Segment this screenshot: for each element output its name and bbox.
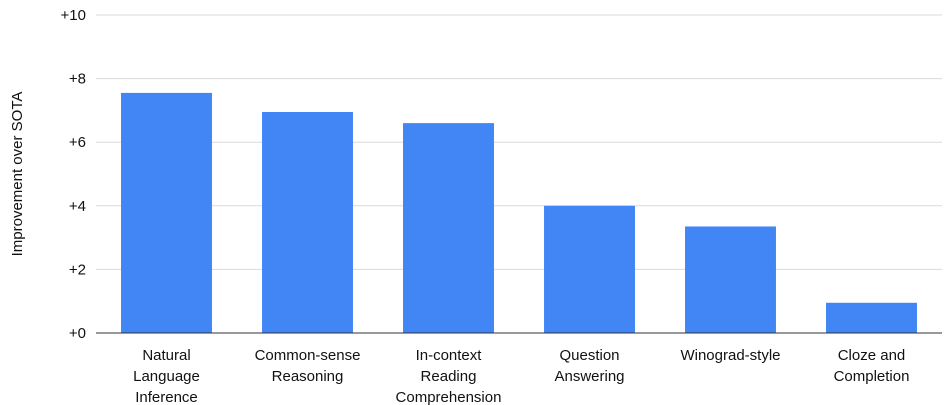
x-category-label-line: In-context bbox=[416, 347, 483, 364]
x-category-label: Common-sense Reasoning bbox=[255, 347, 361, 385]
x-category-label: In-context Reading Comprehension bbox=[396, 347, 502, 405]
y-tick-label: +10 bbox=[61, 7, 86, 24]
bars bbox=[121, 92, 917, 334]
bar bbox=[685, 226, 776, 333]
x-axis-category-labels: Natural Language Inference Common-sense Reas… bbox=[133, 347, 909, 405]
x-category-label-line: Common-sense bbox=[255, 347, 361, 364]
x-category-label-line: Natural bbox=[142, 347, 190, 364]
x-category-label-line: Comprehension bbox=[396, 389, 502, 405]
y-tick-label: +6 bbox=[69, 134, 86, 151]
x-category-label-line: Question bbox=[559, 347, 619, 364]
bar bbox=[403, 123, 494, 334]
y-tick-label: +0 bbox=[69, 325, 86, 342]
x-category-label-line: Answering bbox=[554, 368, 624, 385]
y-tick-label: +8 bbox=[69, 71, 86, 88]
y-tick-label: +4 bbox=[69, 198, 86, 215]
x-category-label-line: Language bbox=[133, 368, 200, 385]
y-axis-tick-labels: +0 +2 +4 +6 +8 +10 bbox=[61, 7, 86, 342]
bar bbox=[262, 111, 353, 334]
x-category-label: Question Answering bbox=[554, 347, 624, 385]
gridlines bbox=[96, 14, 942, 270]
bar bbox=[121, 92, 212, 333]
x-category-label-line: Reasoning bbox=[272, 368, 344, 385]
x-category-label-line: Reading bbox=[421, 368, 477, 385]
y-axis-title: Improvement over SOTA bbox=[9, 92, 26, 257]
x-category-label: Natural Language Inference bbox=[133, 347, 200, 405]
bar bbox=[544, 205, 635, 333]
y-tick-label: +2 bbox=[69, 261, 86, 278]
x-category-label: Winograd-style bbox=[680, 347, 780, 364]
x-category-label-line: Cloze and bbox=[838, 347, 906, 364]
x-category-label-line: Inference bbox=[135, 389, 198, 405]
x-category-label: Cloze and Completion bbox=[834, 347, 910, 385]
x-category-label-line: Completion bbox=[834, 368, 910, 385]
x-category-label-line: Winograd-style bbox=[680, 347, 780, 364]
bar bbox=[826, 302, 917, 333]
